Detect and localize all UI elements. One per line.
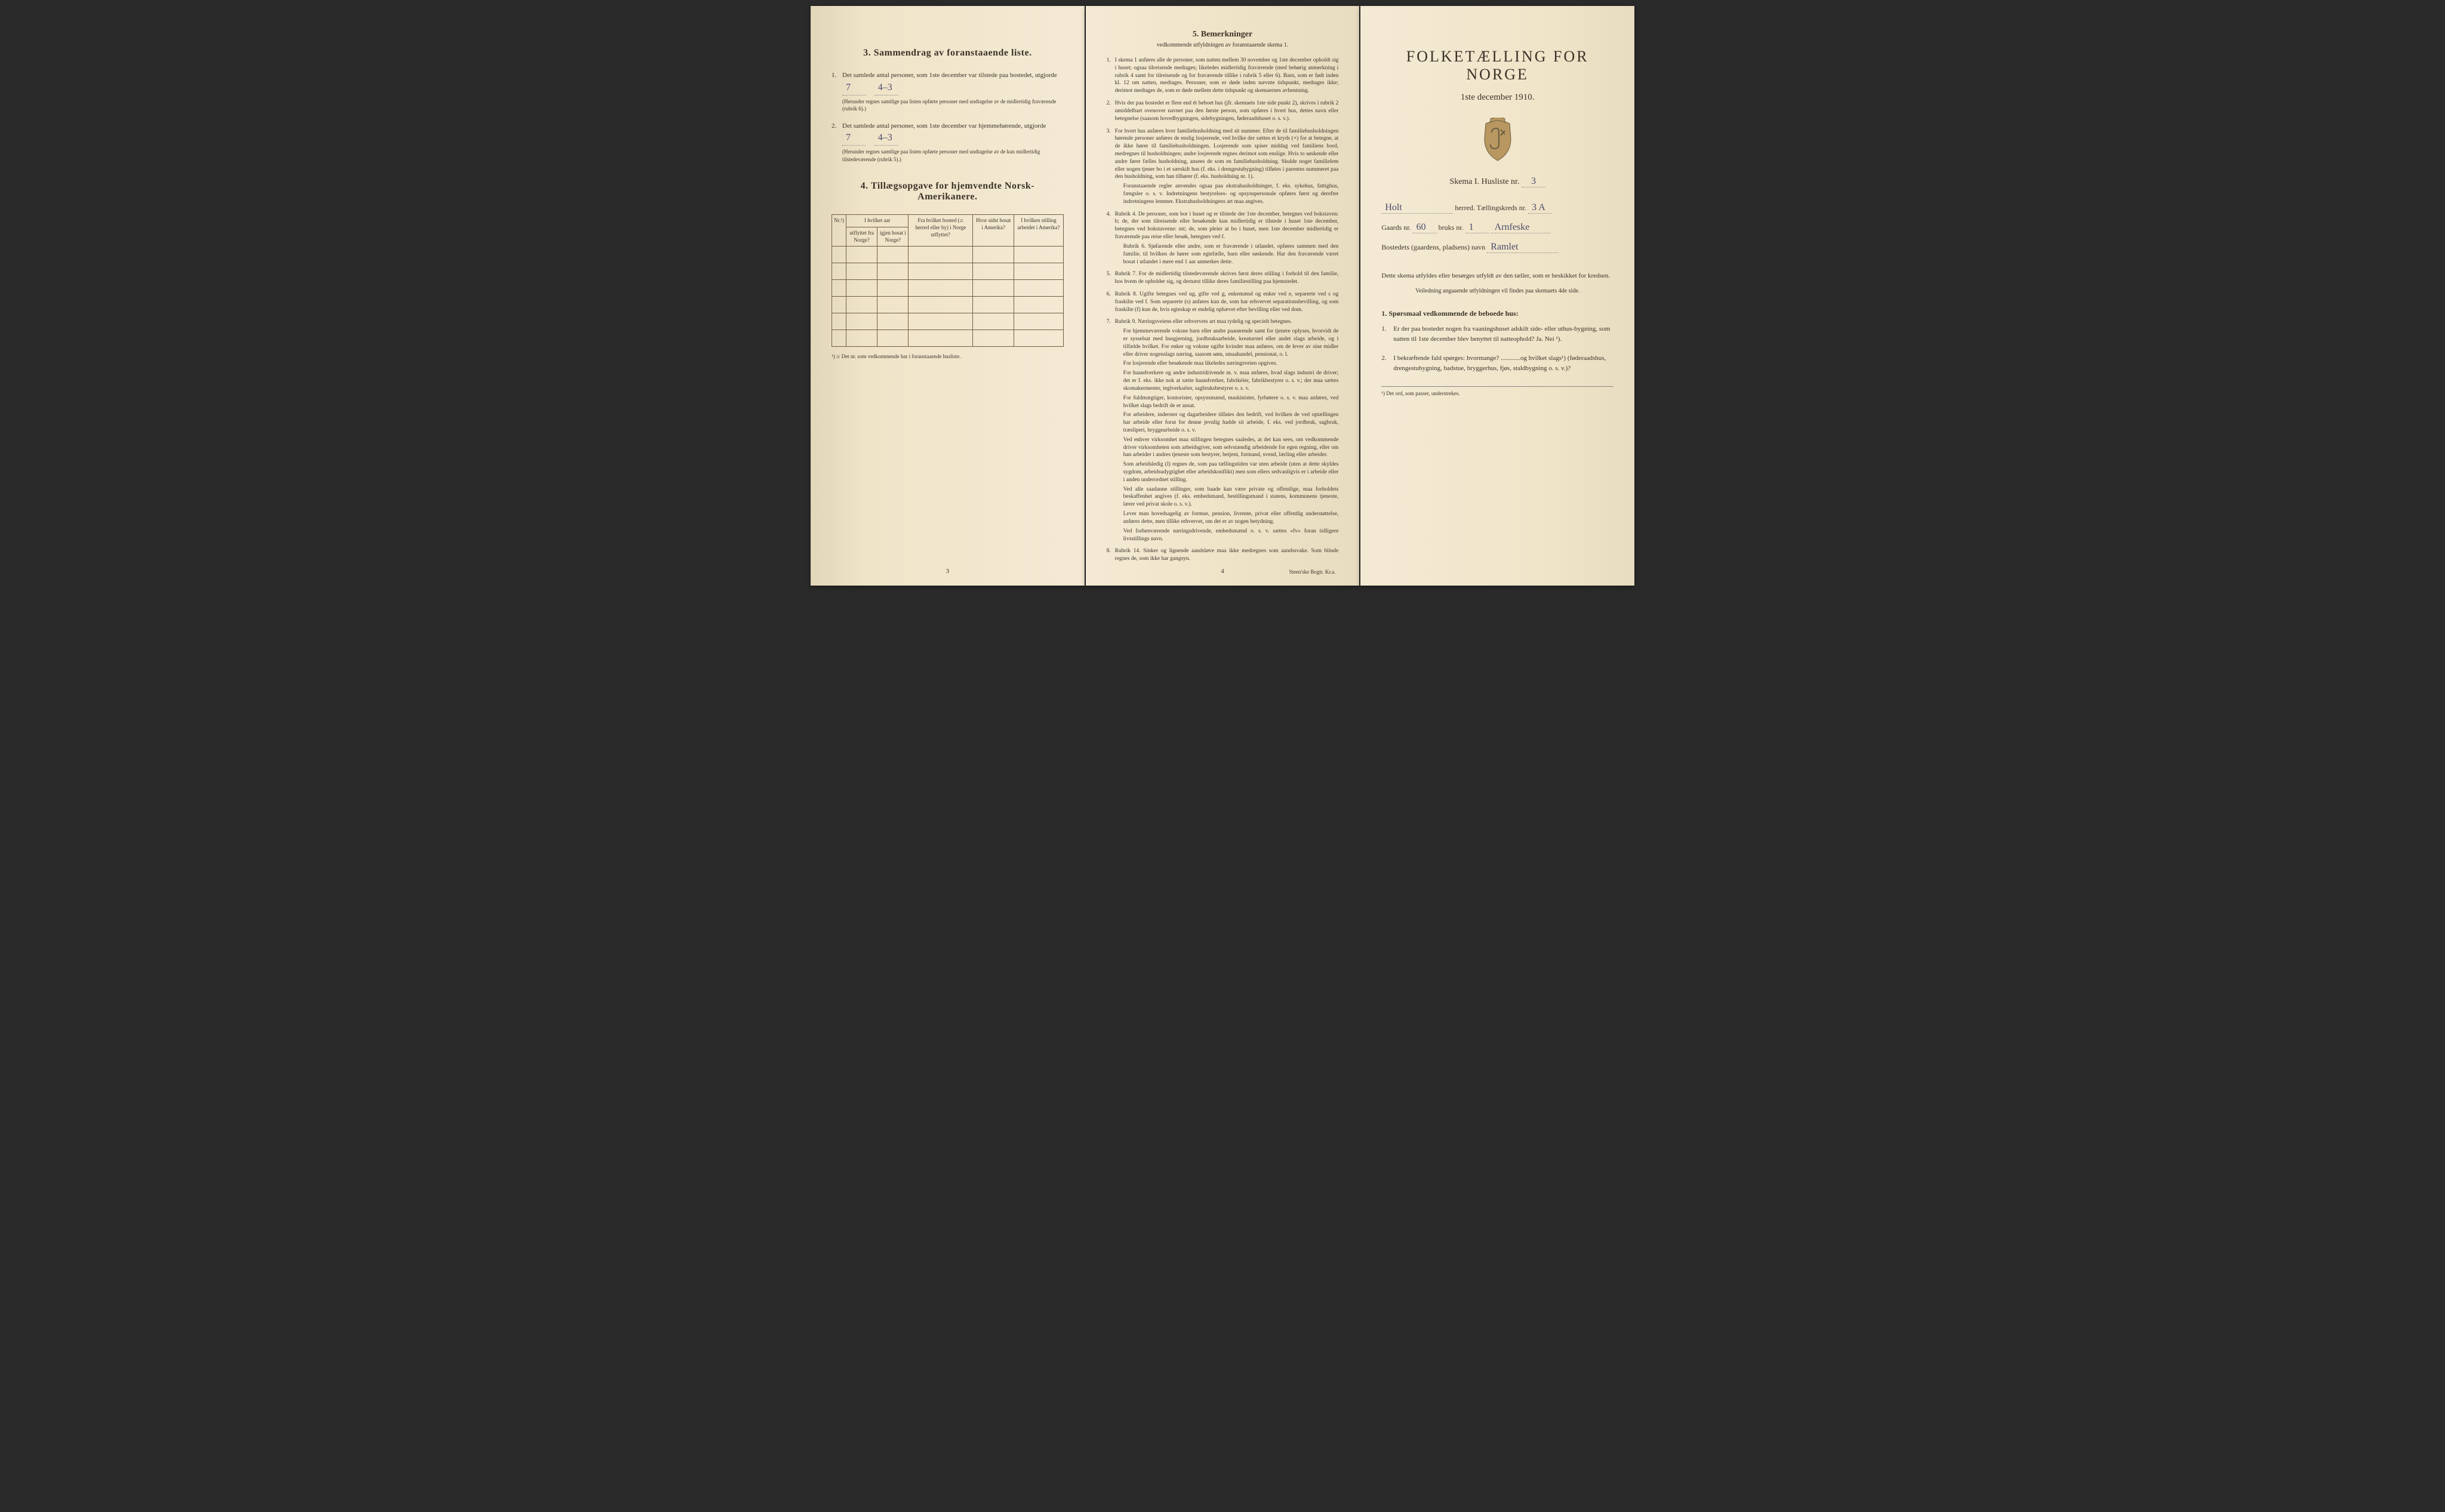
remarks-list: I skema 1 anføres alle de personer, som … — [1107, 57, 1339, 563]
bosted-row: Bostedets (gaardens, pladsens) navn Raml… — [1381, 242, 1613, 253]
section-4-title: 4. Tillægsopgave for hjemvendte Norsk-Am… — [832, 181, 1064, 202]
page-number: 3 — [946, 568, 950, 575]
husliste-nr: 3 — [1522, 176, 1545, 187]
document-spread: 3. Sammendrag av foranstaaende liste. De… — [811, 6, 1634, 586]
page-number: 4 — [1221, 568, 1224, 575]
census-title: FOLKETÆLLING FOR NORGE — [1381, 48, 1613, 84]
remark-item: For hvert hus anføres hver familiehushol… — [1115, 128, 1339, 206]
bosted-value: Ramlet — [1487, 242, 1559, 253]
value-tilstede: 7 — [842, 81, 866, 96]
table-row — [832, 297, 1064, 313]
printer-note: Steen'ske Bogtr. Kr.a. — [1289, 569, 1335, 575]
page-3: 3. Sammendrag av foranstaaende liste. De… — [811, 6, 1085, 586]
col-stilling: I hvilken stilling arbeidet i Amerika? — [1014, 215, 1063, 247]
instructions-sub: Veiledning angaaende utfyldningen vil fi… — [1381, 288, 1613, 294]
remark-item: Rubrik 9. Næringsveiens eller erhvervets… — [1115, 318, 1339, 543]
amerikanere-table: Nr.¹) I hvilket aar Fra hvilket bosted (… — [832, 214, 1064, 347]
remark-item: Rubrik 14. Sinker og lignende aandsløve … — [1115, 547, 1339, 563]
col-bosat: igjen bosat i Norge? — [877, 227, 909, 247]
kreds-nr: 3 A — [1528, 202, 1552, 214]
col-amerika: Hvor sidst bosat i Amerika? — [973, 215, 1014, 247]
summary-item-2: Det samlede antal personer, som 1ste dec… — [842, 121, 1064, 164]
coat-of-arms — [1381, 118, 1613, 164]
table-row — [832, 330, 1064, 347]
footnote: ¹) Det ord, som passer, understrekes. — [1381, 386, 1613, 396]
page-title: FOLKETÆLLING FOR NORGE 1ste december 191… — [1360, 6, 1634, 586]
value-hjemme: 7 — [842, 131, 866, 146]
question-heading: 1. Spørsmaal vedkommende de beboede hus: — [1381, 309, 1613, 318]
question-1: Er der paa bostedet nogen fra vaaningshu… — [1393, 324, 1613, 345]
section-3-title: 3. Sammendrag av foranstaaende liste. — [832, 48, 1064, 58]
bruks-nr: 1 — [1465, 222, 1489, 233]
table-row — [832, 263, 1064, 280]
census-date: 1ste december 1910. — [1381, 93, 1613, 103]
table-row — [832, 280, 1064, 297]
item1-note: (Herunder regnes samtlige paa listen opf… — [842, 98, 1064, 113]
col-nr: Nr.¹) — [832, 215, 846, 247]
remark-item: Rubrik 8. Ugifte betegnes ved ug, gifte … — [1115, 291, 1339, 313]
col-aar: I hvilket aar — [846, 215, 909, 227]
instructions: Dette skema utfyldes eller besørges utfy… — [1381, 271, 1613, 282]
col-utflyttet: utflyttet fra Norge? — [846, 227, 877, 247]
herred-value: Holt — [1381, 202, 1453, 214]
skema-line: Skema I. Husliste nr. 3 — [1381, 176, 1613, 187]
summary-item-1: Det samlede antal personer, som 1ste dec… — [842, 70, 1064, 113]
value-hjemme-2: 4–3 — [874, 131, 898, 146]
col-bosted: Fra hvilket bosted (ɔ: herred eller by) … — [909, 215, 973, 247]
value-tilstede-2: 4–3 — [874, 81, 898, 96]
question-2: I bekræftende fald spørges: hvormange? .… — [1393, 353, 1613, 374]
herred-row: Holt herred. Tællingskreds nr. 3 A — [1381, 202, 1613, 214]
remarks-subtitle: vedkommende utfyldningen av foranstaaend… — [1107, 42, 1339, 48]
table-footnote: ¹) ɔ: Det nr. som vedkommende har i fora… — [832, 353, 1064, 361]
bruks-name: Arnfeske — [1491, 222, 1551, 233]
item2-note: (Herunder regnes samtlige paa listen opf… — [842, 148, 1064, 163]
page-4: 5. Bemerkninger vedkommende utfyldningen… — [1086, 6, 1360, 586]
crest-icon — [1480, 118, 1516, 162]
table-row — [832, 247, 1064, 263]
remark-item: Rubrik 4. De personer, som bor i huset o… — [1115, 211, 1339, 266]
remark-item: Rubrik 7. For de midlertidig tilstedevær… — [1115, 270, 1339, 286]
table-row — [832, 313, 1064, 330]
gaards-nr: 60 — [1413, 222, 1437, 233]
summary-list: Det samlede antal personer, som 1ste dec… — [832, 70, 1064, 163]
remark-item: Hvis der paa bostedet er flere end ét be… — [1115, 100, 1339, 122]
remarks-title: 5. Bemerkninger — [1107, 30, 1339, 39]
gaards-row: Gaards nr. 60 bruks nr. 1 Arnfeske — [1381, 222, 1613, 233]
remark-item: I skema 1 anføres alle de personer, som … — [1115, 57, 1339, 95]
questions: 1. Spørsmaal vedkommende de beboede hus:… — [1381, 309, 1613, 374]
table-body — [832, 247, 1064, 347]
